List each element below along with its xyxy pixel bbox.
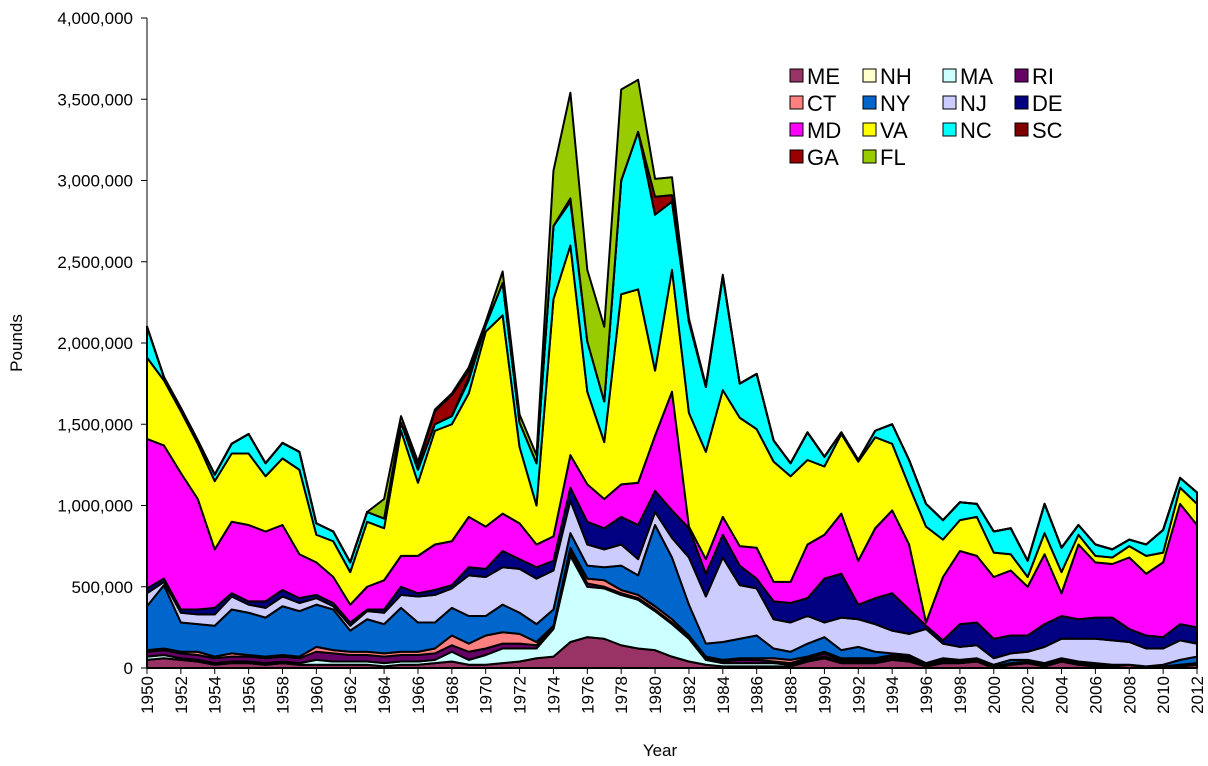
x-tick-label: 1986: [748, 676, 767, 714]
area: [146, 78, 1198, 564]
y-tick-label: 3,500,000: [57, 90, 133, 109]
legend-label: SC: [1032, 118, 1063, 143]
y-tick-label: 1,000,000: [57, 497, 133, 516]
legend-label: VA: [880, 118, 908, 143]
legend-label: ME: [807, 64, 840, 89]
legend-swatch: [942, 68, 957, 83]
x-tick-label: 1962: [341, 676, 360, 714]
legend-swatch: [1014, 68, 1029, 83]
legend-swatch: [862, 68, 877, 83]
y-tick-label: 1,500,000: [57, 415, 133, 434]
x-tick-label: 2010: [1154, 676, 1173, 714]
legend-label: GA: [807, 145, 839, 170]
x-tick-label: 1996: [917, 676, 936, 714]
x-tick-label: 1964: [375, 676, 394, 714]
x-tick-label: 1958: [273, 676, 292, 714]
x-tick-label: 1994: [883, 676, 902, 714]
x-tick-label: 2012: [1188, 676, 1207, 714]
legend-label: MD: [807, 118, 841, 143]
legend-label: FL: [880, 145, 906, 170]
x-tick-label: 2006: [1086, 676, 1105, 714]
x-tick-label: 1998: [951, 676, 970, 714]
x-tick-label: 1982: [680, 676, 699, 714]
x-tick-label: 2008: [1120, 676, 1139, 714]
x-tick-label: 1972: [511, 676, 530, 714]
x-tick-label: 1990: [815, 676, 834, 714]
legend-label: NC: [960, 118, 992, 143]
x-tick-label: 1970: [477, 676, 496, 714]
legend-label: DE: [1032, 91, 1063, 116]
x-tick-label: 1976: [578, 676, 597, 714]
x-axis-label: Year: [643, 741, 678, 760]
x-tick-label: 1968: [443, 676, 462, 714]
x-tick-label: 1978: [612, 676, 631, 714]
x-tick-label: 2002: [1019, 676, 1038, 714]
legend-label: CT: [807, 91, 836, 116]
x-tick-label: 1966: [409, 676, 428, 714]
y-tick-label: 3,000,000: [57, 172, 133, 191]
x-tick-label: 2004: [1053, 676, 1072, 714]
y-tick-label: 0: [124, 659, 133, 678]
legend-swatch: [1014, 122, 1029, 137]
x-tick-label: 1954: [206, 676, 225, 714]
x-tick-label: 1992: [849, 676, 868, 714]
legend-label: RI: [1032, 64, 1054, 89]
x-tick-label: 1988: [782, 676, 801, 714]
legend-swatch: [862, 122, 877, 137]
legend-swatch: [942, 95, 957, 110]
x-tick-label: 1984: [714, 676, 733, 714]
x-tick-label: 2000: [985, 676, 1004, 714]
x-tick-label: 1974: [544, 676, 563, 714]
legend-swatch: [942, 122, 957, 137]
legend-swatch: [789, 95, 804, 110]
legend-swatch: [789, 122, 804, 137]
y-tick-label: 500,000: [72, 578, 133, 597]
x-tick-label: 1952: [172, 676, 191, 714]
y-axis-label: Pounds: [7, 314, 26, 372]
x-tick-label: 1956: [240, 676, 259, 714]
legend-swatch: [789, 68, 804, 83]
x-tick-label: 1980: [646, 676, 665, 714]
x-tick-label: 1950: [138, 676, 157, 714]
legend-label: MA: [960, 64, 993, 89]
y-tick-label: 4,000,000: [57, 9, 133, 28]
legend-label: NJ: [960, 91, 987, 116]
legend-swatch: [862, 149, 877, 164]
y-tick-label: 2,000,000: [57, 334, 133, 353]
legend-label: NY: [880, 91, 911, 116]
legend-swatch: [789, 149, 804, 164]
legend-swatch: [862, 95, 877, 110]
legend-swatch: [1014, 95, 1029, 110]
x-tick-label: 1960: [307, 676, 326, 714]
y-tick-label: 2,500,000: [57, 253, 133, 272]
legend-label: NH: [880, 64, 912, 89]
